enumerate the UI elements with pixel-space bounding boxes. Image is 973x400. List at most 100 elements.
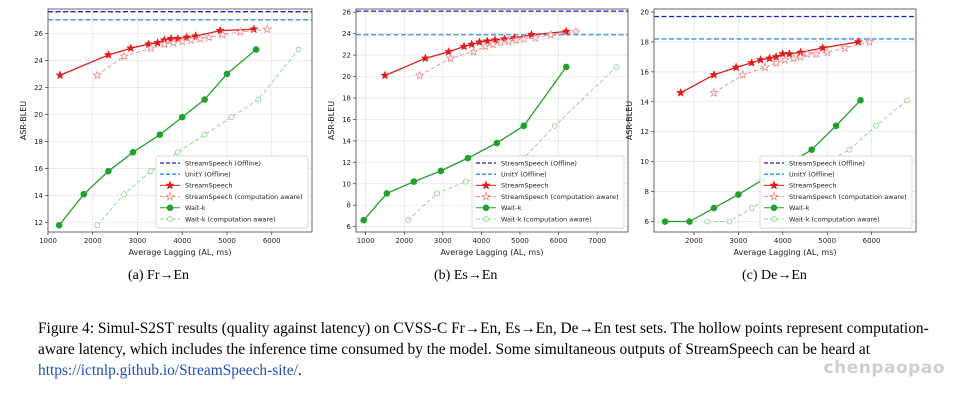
series-point (771, 57, 782, 68)
legend-swatch-marker (481, 180, 491, 190)
legend-box (471, 155, 625, 229)
series-line (96, 49, 299, 226)
series-point (468, 46, 479, 57)
legend-entry-label: StreamSpeech (computation aware) (185, 193, 303, 201)
series-point (55, 221, 63, 229)
series-point (360, 216, 368, 224)
series-point (464, 154, 472, 162)
series-group (675, 36, 864, 97)
y-tick-label: 12 (640, 128, 649, 136)
y-tick-label: 14 (342, 137, 351, 145)
series-point (780, 54, 790, 65)
series-point (503, 36, 514, 46)
chart-de-en: 2000 3000 4000 5000 6000 6 8 10 12 14 16 18 20 Averag… (620, 0, 940, 262)
legend-swatch-marker (167, 216, 173, 222)
series-point (383, 190, 391, 197)
series-point (795, 51, 806, 62)
plot-frame (47, 8, 313, 233)
legend-swatch-marker (165, 180, 175, 190)
x-axis-label: Average Lagging (AL, ms) (128, 248, 231, 257)
series-point (571, 26, 581, 36)
series-point (488, 39, 498, 49)
figure-caption: Figure 4: Simul-S2ST results (quality ag… (38, 318, 938, 381)
series-point (121, 191, 127, 198)
series-point (204, 32, 214, 42)
series-point (249, 24, 259, 34)
series-point (146, 43, 156, 53)
x-tick-label: 4000 (472, 237, 490, 245)
series-point (704, 218, 711, 225)
legend-entry-label: Wait-k (computation aware) (501, 215, 592, 223)
series-point (562, 63, 570, 71)
series-point (864, 36, 875, 47)
series-point (746, 57, 757, 67)
x-tick-label: 6000 (863, 237, 881, 245)
series-point (55, 70, 65, 80)
x-axis-label: Average Lagging (AL, ms) (733, 248, 836, 257)
y-tick-label: 22 (342, 52, 351, 60)
series-point (201, 96, 208, 103)
series-point (511, 34, 522, 45)
series-point (217, 29, 228, 39)
series-point (129, 148, 137, 156)
watermark: chenpaopao (823, 358, 945, 378)
x-tick-label: 6000 (263, 237, 281, 245)
series-point (811, 48, 821, 59)
chart-de-en-svg: 2000 3000 4000 5000 6000 6 8 10 12 14 16 18 20 Averag… (625, 8, 917, 257)
series-point (808, 146, 815, 153)
legend-swatch-marker (166, 204, 174, 212)
y-tick-label: 10 (342, 180, 351, 188)
series-group (94, 46, 302, 229)
legend-entry-label: Wait-k (501, 204, 522, 212)
series-point (561, 26, 572, 36)
legend-entry-label: UnitY (Offline) (185, 171, 231, 179)
series-point (686, 218, 693, 225)
series-point (731, 62, 741, 72)
x-tick-label: 2000 (84, 237, 102, 245)
legend-box (759, 155, 913, 229)
series-point (463, 178, 469, 185)
series-point (255, 96, 262, 103)
plot-frame (653, 8, 917, 233)
series-point (215, 25, 226, 35)
series-point (480, 41, 491, 51)
legend-entry-label: StreamSpeech (Offline) (789, 159, 865, 167)
series-point (832, 122, 840, 130)
series-point (414, 70, 425, 80)
y-tick-label: 16 (640, 68, 649, 76)
caption-end: . (297, 362, 302, 379)
series-point (520, 122, 528, 130)
x-tick-label: 3000 (434, 237, 452, 245)
series-point (613, 63, 620, 70)
series-point (105, 167, 112, 175)
legend-entry-label: StreamSpeech (Offline) (501, 159, 577, 167)
chart-es-en-svg: 1000 2000 3000 4000 5000 6000 7000 6 8 10 12 14 16 18… (327, 8, 629, 257)
x-axis-label: Average Lagging (AL, ms) (440, 248, 543, 257)
series-point (709, 87, 719, 97)
series-point (551, 122, 558, 129)
series-point (459, 41, 469, 51)
series-point (92, 70, 103, 80)
series-point (788, 53, 799, 63)
series-point (156, 131, 164, 138)
subcaption-es-en: (b) Es→En (434, 268, 498, 283)
series-point (675, 87, 686, 97)
chart-fr-en-svg: 1000 2000 3000 4000 5000 6000 12 14 16 18 20 22 24 26… (19, 8, 313, 257)
series-point (143, 39, 154, 49)
y-tick-label: 26 (342, 9, 351, 17)
series-point (735, 191, 742, 198)
subcaption-de-en: (c) De→En (742, 268, 807, 283)
legend-entry-label: Wait-k (185, 204, 206, 212)
y-tick-label: 8 (645, 188, 649, 196)
series-point (181, 32, 192, 42)
series-point (443, 46, 454, 56)
x-tick-label: 2000 (685, 237, 703, 245)
series-point (437, 167, 445, 175)
series-point (223, 70, 231, 78)
series-point (228, 114, 235, 121)
legend-box (155, 155, 309, 229)
y-tick-label: 26 (34, 30, 43, 38)
caption-link[interactable]: https://ictnlp.github.io/StreamSpeech-si… (38, 362, 298, 379)
y-tick-label: 14 (640, 98, 649, 106)
series-point (186, 34, 197, 45)
